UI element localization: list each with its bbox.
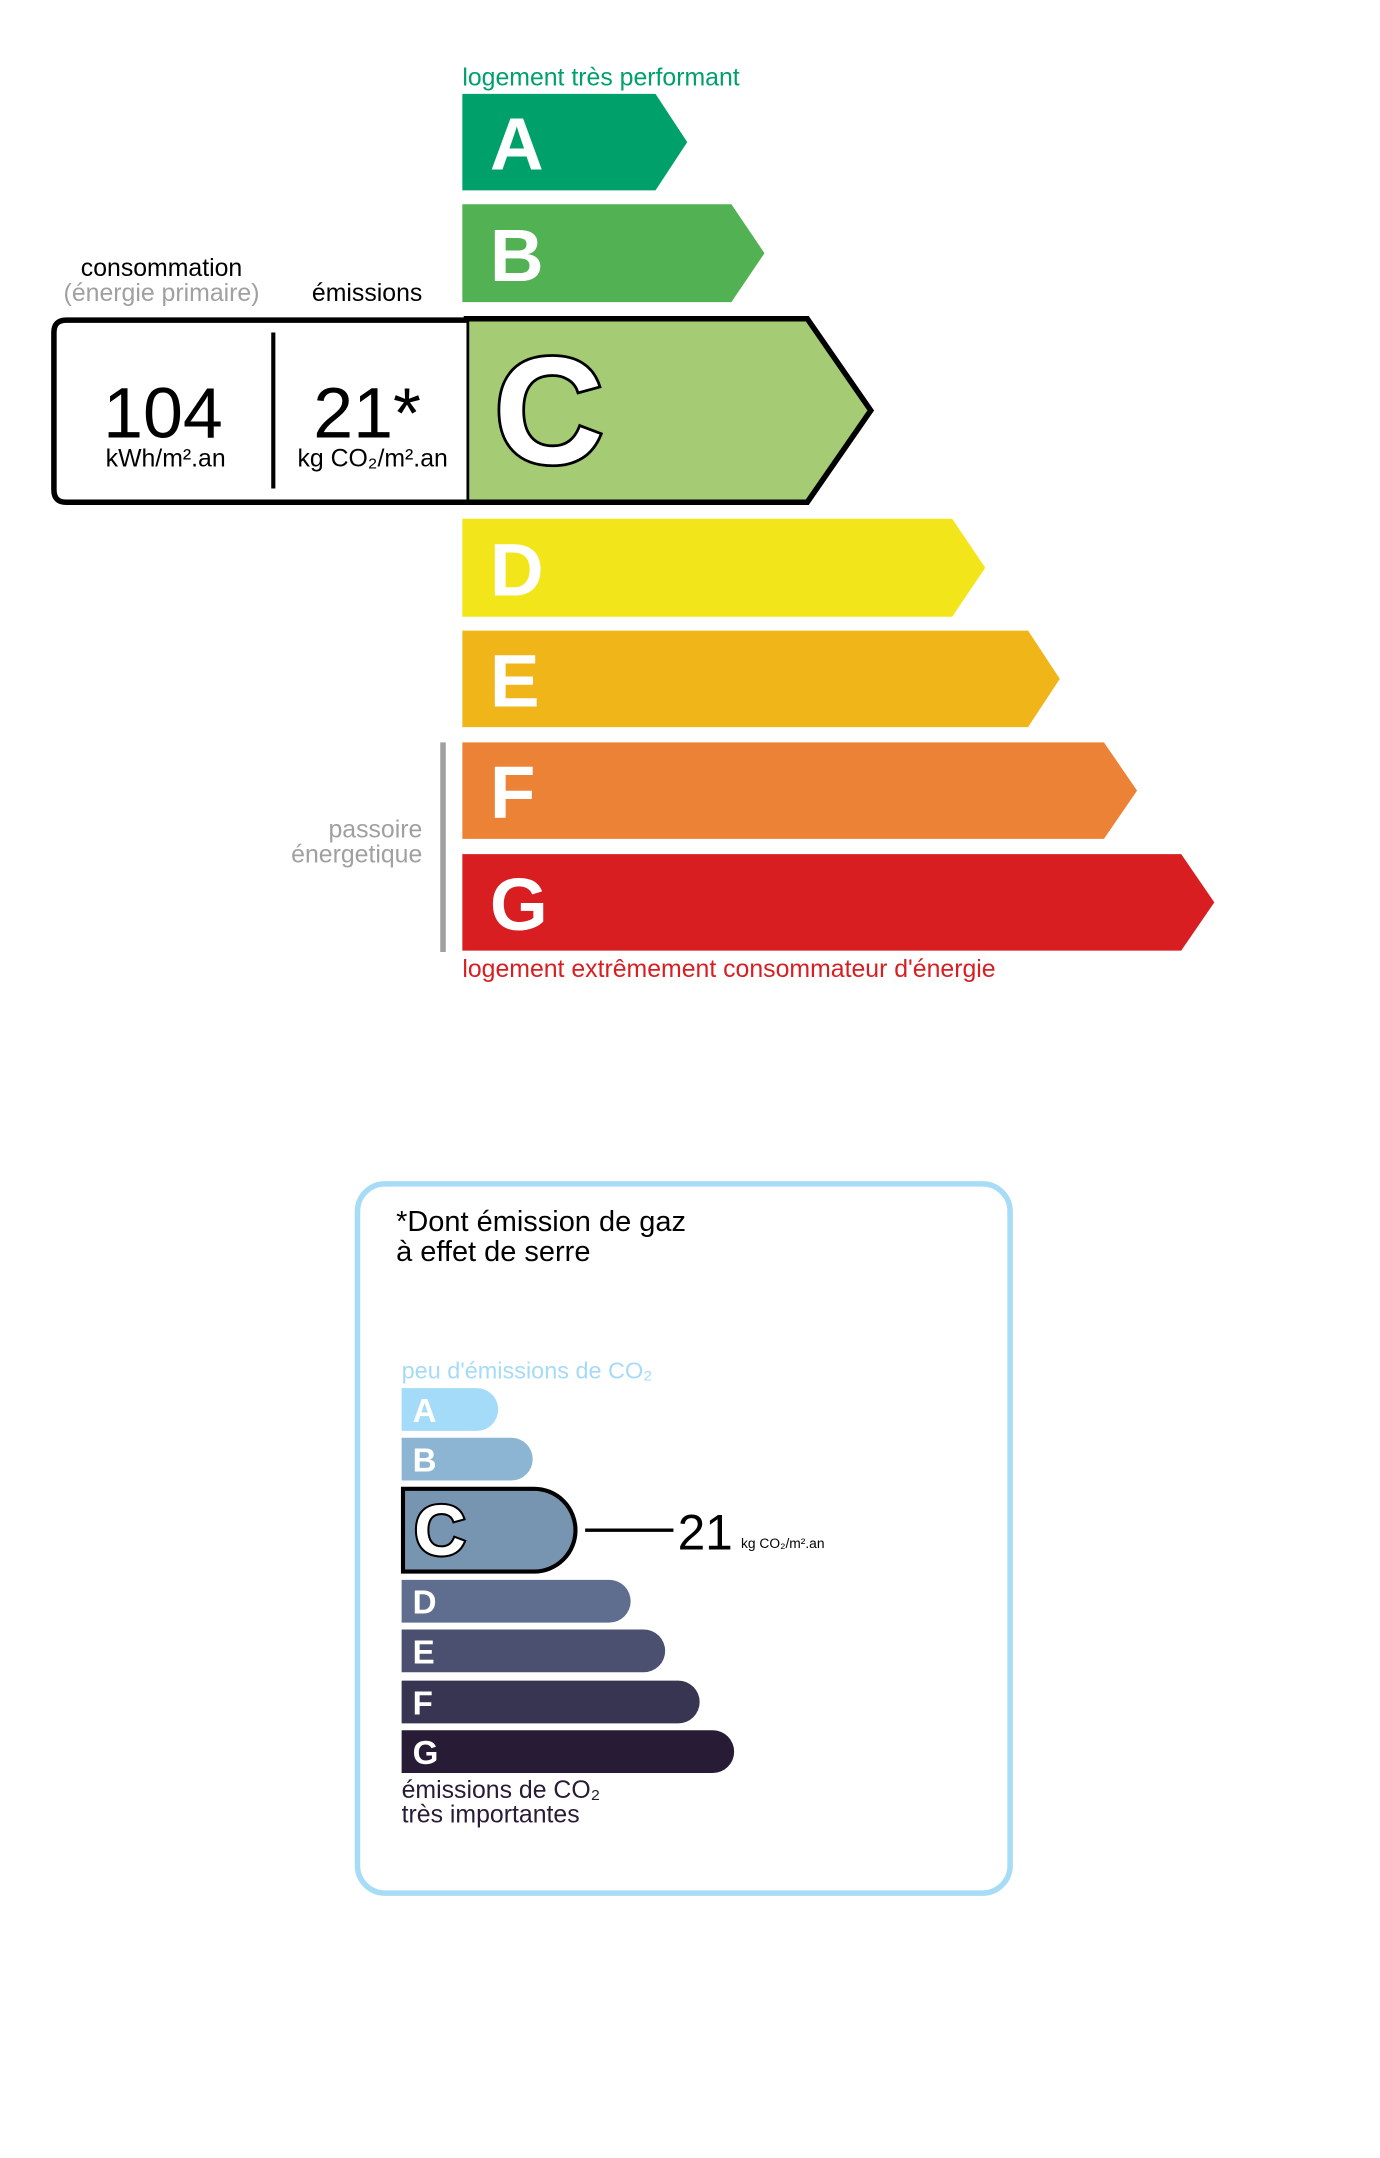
ges-class-g: G <box>401 1730 735 1774</box>
energy-top-label: logement très performant <box>462 65 739 92</box>
ges-class-f: F <box>401 1680 700 1724</box>
consumption-sub-label: (énergie primaire) <box>64 280 260 307</box>
energy-arrow <box>462 854 1215 951</box>
ges-class-letter: D <box>413 1585 437 1622</box>
energy-class-letter: F <box>490 751 536 834</box>
energy-arrow <box>462 630 1060 728</box>
energy-bottom-label: logement extrêmement consommateur d'éner… <box>462 956 995 983</box>
energy-class-c: C <box>463 315 875 506</box>
ges-bar <box>401 1388 499 1431</box>
energy-arrow <box>462 204 765 303</box>
ges-class-letter: A <box>413 1393 437 1430</box>
ges-class-letter: C <box>414 1491 466 1571</box>
energy-arrow <box>462 742 1138 839</box>
passoire-label-2: énergetique <box>291 841 422 868</box>
ges-bottom-label-2: très importantes <box>402 1802 580 1829</box>
energy-arrow <box>462 93 688 191</box>
ges-class-letter: F <box>413 1685 433 1722</box>
ges-class-e: E <box>401 1629 666 1673</box>
ges-top-label: peu d'émissions de CO₂ <box>402 1357 653 1383</box>
ges-class-c: C <box>400 1486 578 1574</box>
ges-title-line2: à effet de serre <box>396 1236 590 1268</box>
energy-class-a: A <box>462 93 688 191</box>
ges-class-letter: G <box>413 1735 439 1772</box>
ges-class-b: B <box>401 1437 533 1481</box>
ges-class-letter: E <box>413 1634 435 1671</box>
passoire-label-1: passoire <box>328 817 422 844</box>
consumption-label: consommation <box>81 255 242 282</box>
energy-class-b: B <box>462 204 765 303</box>
energy-class-f: F <box>462 742 1138 839</box>
energy-class-letter: D <box>490 528 544 611</box>
consumption-unit: kWh/m².an <box>106 445 226 472</box>
ges-class-letter: B <box>413 1443 437 1480</box>
ges-bar <box>401 1730 735 1774</box>
energy-class-letter: C <box>494 327 604 496</box>
energy-arrow <box>462 518 986 617</box>
ges-bar <box>401 1680 700 1724</box>
ges-value: 21 <box>678 1505 733 1561</box>
energy-class-g: G <box>462 854 1215 951</box>
emissions-value: 21* <box>313 373 421 453</box>
ges-class-a: A <box>401 1388 499 1431</box>
energy-class-d: D <box>462 518 986 617</box>
ges-bar <box>401 1437 533 1481</box>
energy-class-letter: G <box>490 863 548 946</box>
emissions-unit: kg CO₂/m².an <box>297 445 447 472</box>
ges-bar <box>401 1579 631 1623</box>
energy-class-letter: E <box>490 639 540 722</box>
ges-bar <box>400 1486 578 1574</box>
energy-class-letter: B <box>490 214 544 297</box>
consumption-value: 104 <box>103 373 223 453</box>
ges-class-d: D <box>401 1579 631 1623</box>
ges-bottom-label-1: émissions de CO₂ <box>402 1777 601 1804</box>
emissions-label: émissions <box>312 280 422 307</box>
energy-class-letter: A <box>490 103 544 186</box>
energy-class-e: E <box>462 630 1060 728</box>
ges-unit: kg CO₂/m².an <box>741 1536 824 1551</box>
ges-title-line1: *Dont émission de gaz <box>396 1206 686 1238</box>
ges-bar <box>401 1629 666 1673</box>
values-box <box>51 317 467 506</box>
